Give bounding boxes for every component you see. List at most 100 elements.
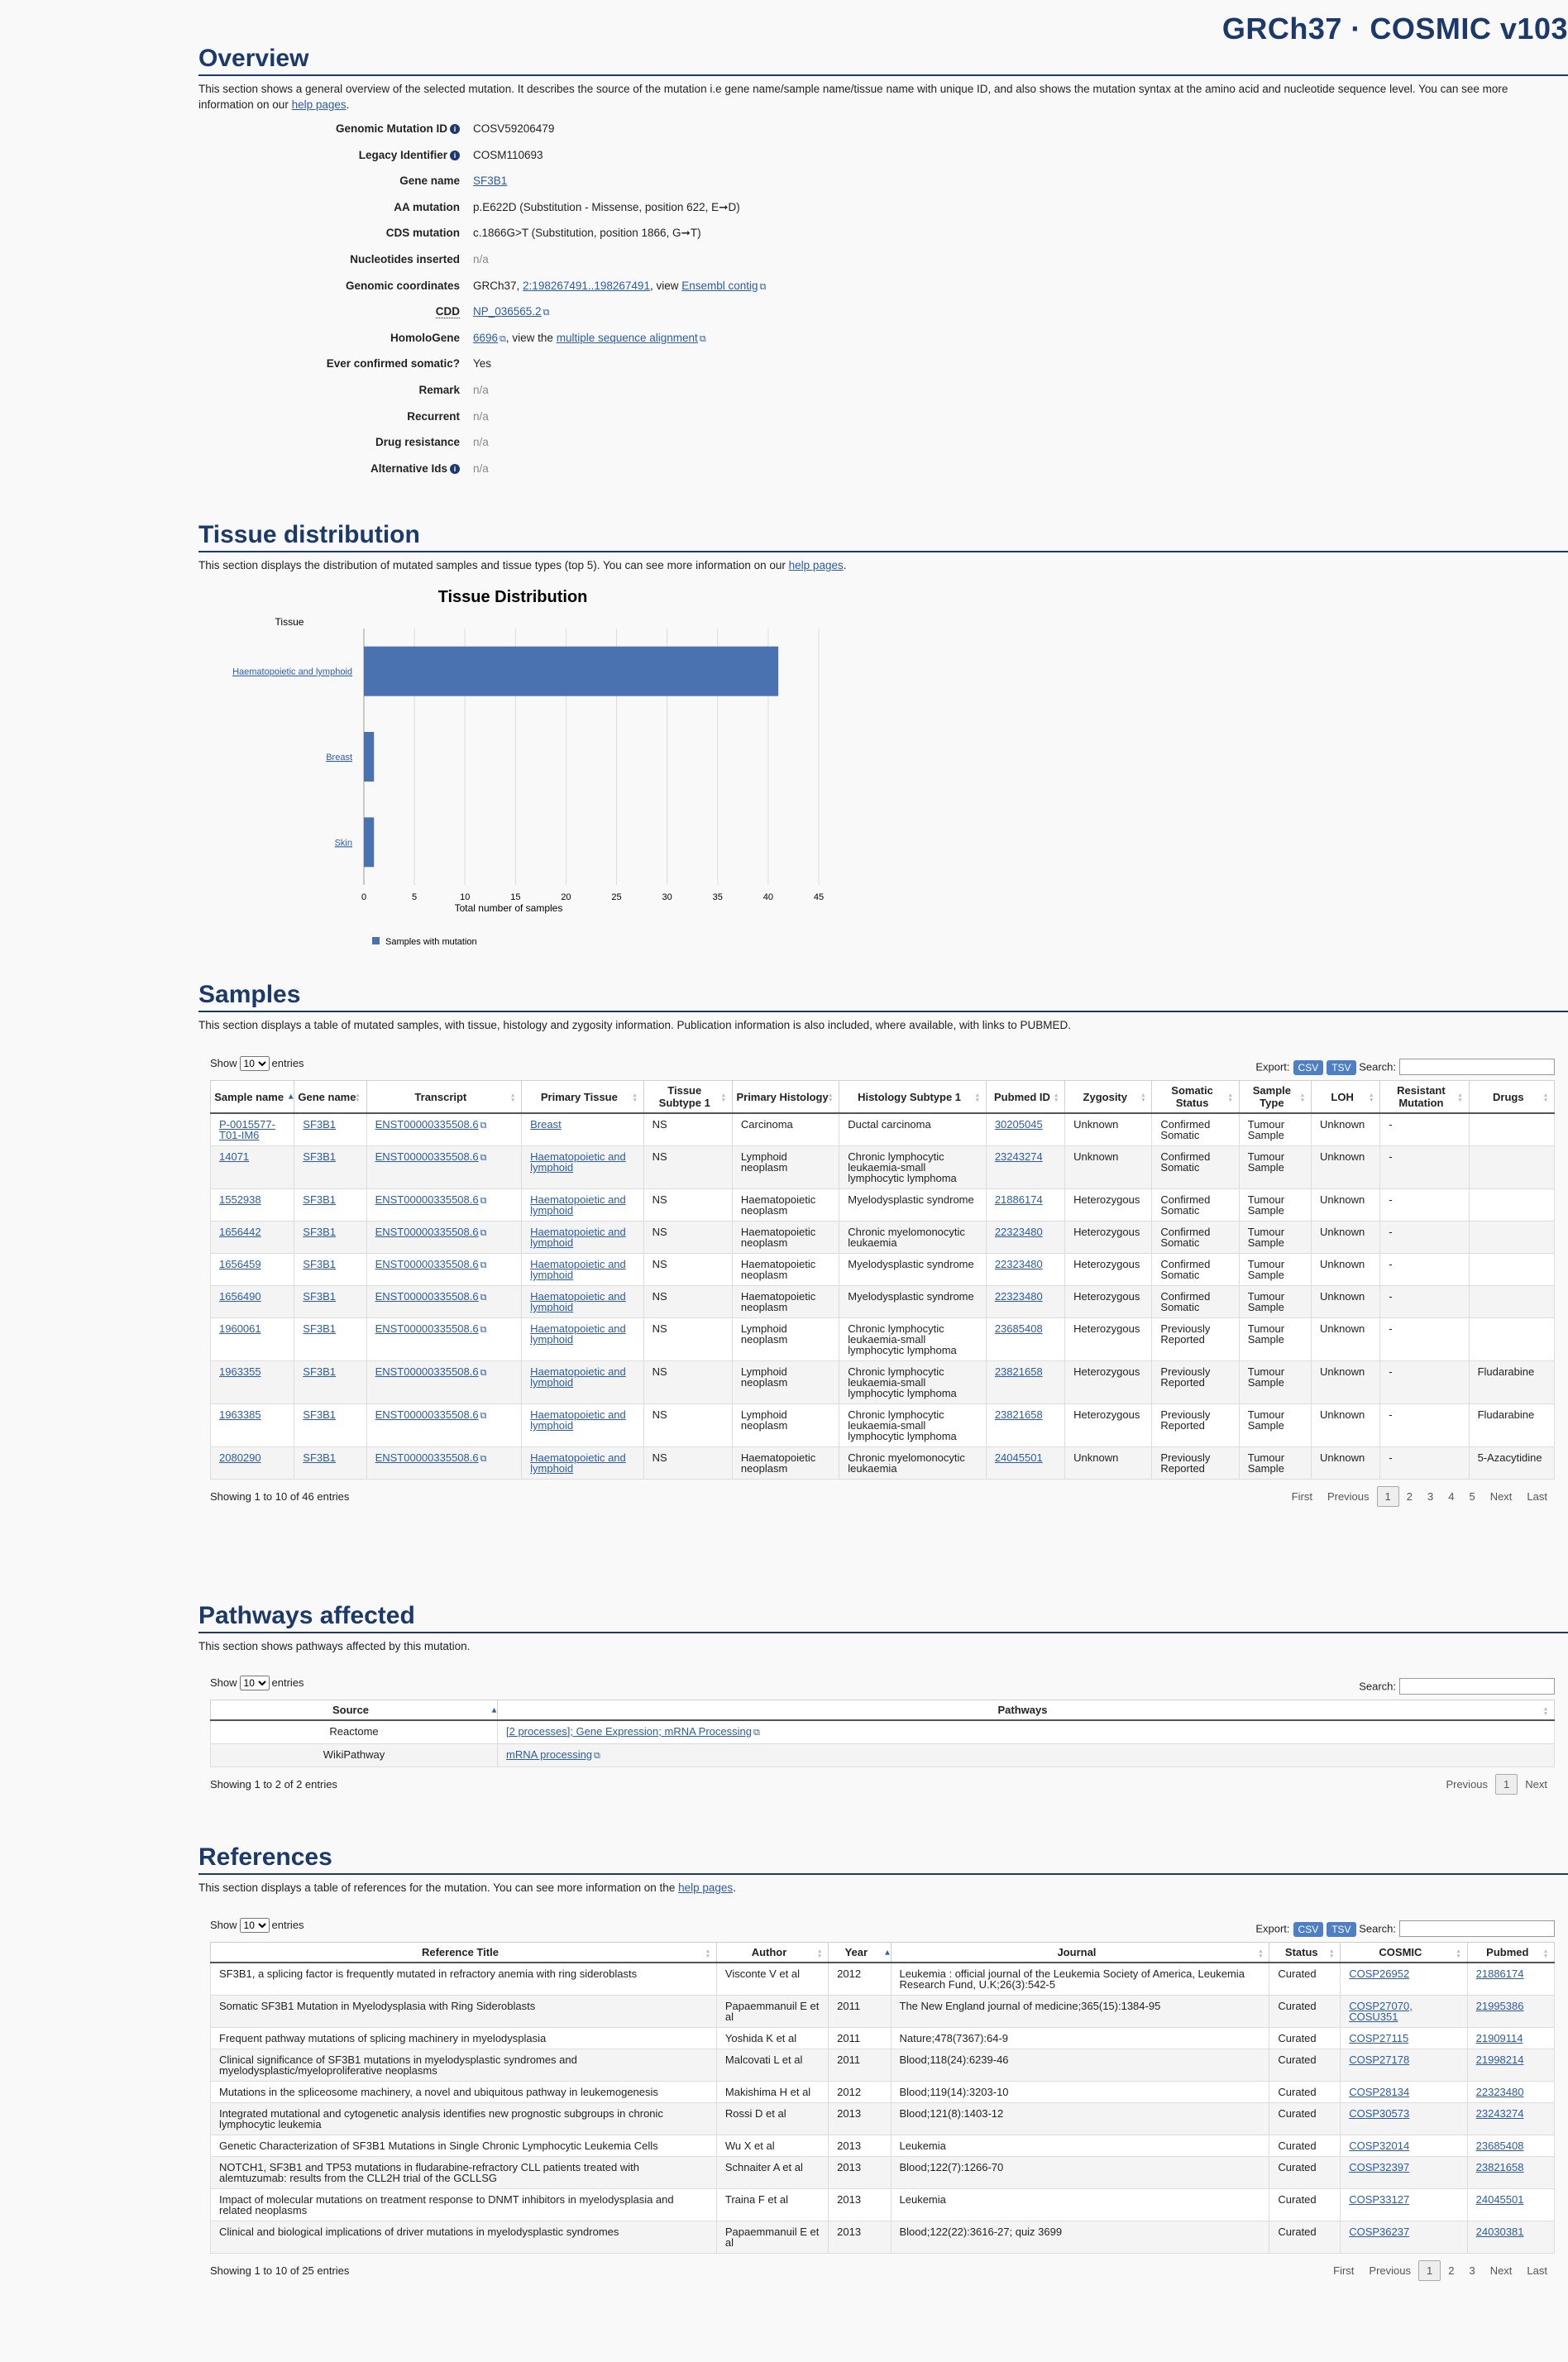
column-header[interactable]: Source: [210, 1700, 498, 1721]
page-button[interactable]: First: [1333, 2264, 1355, 2277]
column-header[interactable]: Somatic Status: [1151, 1080, 1240, 1114]
column-header[interactable]: Zygosity: [1064, 1080, 1153, 1114]
category-label-link[interactable]: Skin: [335, 838, 352, 848]
page-button[interactable]: Next: [1525, 1778, 1547, 1791]
page-button[interactable]: Last: [1527, 2264, 1547, 2277]
column-header[interactable]: Histology Subtype 1: [839, 1080, 987, 1114]
table-cell: Curated: [1269, 2081, 1341, 2103]
samples-page-length-select[interactable]: 10: [239, 1056, 270, 1071]
page-button[interactable]: Previous: [1327, 1490, 1370, 1503]
column-header[interactable]: Reference Title: [210, 1942, 717, 1963]
table-row: Clinical significance of SF3B1 mutations…: [210, 2049, 1556, 2082]
table-cell: Chronic myelomonocytic leukaemia: [839, 1221, 987, 1254]
column-header[interactable]: Transcript: [366, 1080, 523, 1114]
column-header[interactable]: Tissue Subtype 1: [643, 1080, 733, 1114]
page-button[interactable]: 2: [1448, 2264, 1455, 2277]
column-header[interactable]: Drugs: [1468, 1080, 1556, 1114]
help-pages-link[interactable]: help pages: [788, 559, 844, 571]
bar[interactable]: [364, 817, 375, 868]
table-cell: ENST00000335508.6 ⧉: [366, 1317, 523, 1361]
references-search-input[interactable]: [1399, 1920, 1555, 1937]
page-button[interactable]: 1: [1495, 1774, 1518, 1795]
table-cell: 21998214: [1466, 2049, 1556, 2082]
external-link-icon: ⧉: [480, 1454, 487, 1464]
help-pages-link[interactable]: help pages: [291, 98, 347, 111]
export-tsv-button[interactable]: TSV: [1327, 1921, 1356, 1937]
column-header[interactable]: Sample Type: [1238, 1080, 1312, 1114]
page-button[interactable]: Previous: [1369, 2264, 1411, 2277]
table-cell: Tumour Sample: [1238, 1112, 1312, 1146]
column-header[interactable]: Status: [1269, 1942, 1341, 1963]
field-label: CDS mutation: [385, 227, 460, 240]
references-page-length-select[interactable]: 10: [239, 1918, 270, 1933]
table-cell: Reactome: [210, 1719, 498, 1744]
table-row: 14071 SF3B1 ENST00000335508.6 ⧉ Haematopoiet…: [209, 1145, 1556, 1189]
column-header[interactable]: Primary Histology: [731, 1080, 840, 1114]
external-link-icon: ⧉: [480, 1260, 487, 1270]
column-header[interactable]: Author: [715, 1942, 829, 1963]
table-cell: Unknown: [1064, 1446, 1153, 1480]
pathways-page-length-select[interactable]: 10: [239, 1676, 270, 1690]
page-button[interactable]: Previous: [1446, 1778, 1489, 1791]
column-header[interactable]: Journal: [890, 1942, 1270, 1963]
column-header[interactable]: Pathways: [497, 1700, 1555, 1721]
tissue-description: This section displays the distribution o…: [198, 559, 847, 571]
page-button[interactable]: Last: [1527, 1490, 1547, 1503]
help-pages-link[interactable]: help pages: [678, 1881, 734, 1894]
export-tsv-button[interactable]: TSV: [1327, 1059, 1356, 1075]
references-title: References: [198, 1843, 1568, 1875]
pathways-search-input[interactable]: [1399, 1678, 1555, 1695]
page-button[interactable]: 5: [1469, 1490, 1475, 1503]
column-header[interactable]: Resistant Mutation: [1379, 1080, 1470, 1114]
x-tick-label: 5: [412, 892, 417, 902]
table-cell: 2013: [828, 2156, 892, 2189]
info-icon[interactable]: i: [450, 150, 460, 160]
info-icon[interactable]: i: [450, 124, 460, 134]
table-row: P-0015577-T01-IM6 SF3B1 ENST00000335508.6 ⧉…: [209, 1112, 1556, 1146]
column-header[interactable]: Primary Tissue: [521, 1080, 644, 1114]
table-cell: 23243274: [1466, 2102, 1556, 2135]
x-tick-label: 10: [460, 892, 470, 902]
field-value: COSV59206479: [473, 122, 555, 135]
external-link[interactable]: multiple sequence alignment: [556, 331, 698, 344]
table-cell: Chronic lymphocytic leukaemia-small lymp…: [839, 1317, 987, 1361]
page-button[interactable]: Next: [1489, 1490, 1513, 1503]
table-cell: -: [1379, 1145, 1470, 1189]
info-icon[interactable]: i: [450, 463, 460, 474]
column-header[interactable]: COSMIC: [1340, 1942, 1468, 1963]
table-cell: SF3B1: [294, 1253, 367, 1286]
column-header[interactable]: Gene name: [294, 1080, 367, 1114]
export-csv-button[interactable]: CSV: [1293, 1059, 1324, 1075]
category-label-link[interactable]: Breast: [326, 753, 352, 763]
table-cell: 5-Azacytidine: [1468, 1446, 1556, 1480]
table-row: 1656459 SF3B1 ENST00000335508.6 ⧉ Haematopoi…: [209, 1253, 1556, 1286]
table-cell: SF3B1: [294, 1221, 367, 1254]
category-label-link[interactable]: Haematopoietic and lymphoid: [232, 667, 352, 677]
table-cell: COSP27178: [1340, 2049, 1468, 2082]
page-button[interactable]: 3: [1427, 1490, 1434, 1503]
table-cell: 2011: [828, 2027, 892, 2049]
column-header[interactable]: LOH: [1310, 1080, 1381, 1114]
samples-search-input[interactable]: [1399, 1059, 1555, 1075]
page-button[interactable]: 3: [1469, 2264, 1475, 2277]
bar[interactable]: [364, 646, 779, 696]
page-button[interactable]: 1: [1376, 1486, 1399, 1507]
column-header[interactable]: Sample name: [209, 1080, 295, 1114]
column-header[interactable]: Year: [828, 1942, 892, 1963]
table-cell: ENST00000335508.6 ⧉: [366, 1188, 523, 1222]
export-csv-button[interactable]: CSV: [1293, 1921, 1324, 1937]
column-header[interactable]: Pubmed: [1466, 1942, 1556, 1963]
page-button[interactable]: Next: [1489, 2264, 1513, 2277]
table-cell: 21886174: [1466, 1962, 1556, 1996]
page-button[interactable]: 2: [1406, 1490, 1413, 1503]
page-button[interactable]: First: [1291, 1490, 1312, 1503]
table-cell: 1963355: [209, 1360, 295, 1404]
table-cell: Leukemia: [890, 2188, 1270, 2221]
genomic-coordinates-link[interactable]: 2:198267491..198267491: [523, 279, 650, 292]
bar[interactable]: [364, 732, 375, 782]
table-cell: NS: [643, 1403, 733, 1447]
page-button[interactable]: 4: [1448, 1490, 1455, 1503]
external-link[interactable]: Ensembl contig: [681, 279, 758, 292]
column-header[interactable]: Pubmed ID: [985, 1080, 1066, 1114]
page-button[interactable]: 1: [1417, 2260, 1441, 2281]
